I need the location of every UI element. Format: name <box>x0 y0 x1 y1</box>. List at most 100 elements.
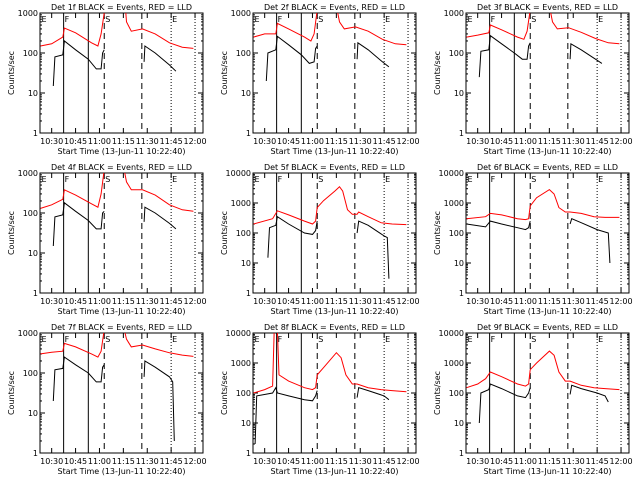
x-tick-label: 11:00 <box>514 457 537 466</box>
x-axis-label: Start Time (13-Jun-11 10:22:40) <box>58 467 186 476</box>
interval-letter: F <box>491 175 496 184</box>
x-tick-label: 10:30 <box>466 457 489 466</box>
events-series-line <box>265 35 390 82</box>
x-tick-label: 11:30 <box>349 137 372 146</box>
interval-letter: E <box>598 175 603 184</box>
panel-det-9: Det 9f BLACK = Events, RED = LLD 1 10 100 10… <box>433 323 633 476</box>
x-tick-label: 12:00 <box>397 297 420 306</box>
panel-title: Det 8f BLACK = Events, RED = LLD <box>264 323 405 332</box>
interval-letter: E <box>385 175 390 184</box>
x-tick-label: 10:30 <box>40 137 63 146</box>
y-tick-label: 10000 <box>226 169 251 178</box>
x-tick-label: 12:00 <box>397 137 420 146</box>
x-tick-label: 10:45 <box>277 297 300 306</box>
y-tick-label: 1000 <box>18 329 38 338</box>
y-tick-label: 1000 <box>231 199 251 208</box>
x-tick-label: 11:45 <box>586 297 609 306</box>
interval-letter: E <box>42 175 47 184</box>
interval-letter: E <box>468 15 473 24</box>
x-tick-label: 11:45 <box>373 457 396 466</box>
x-tick-label: 12:00 <box>184 137 207 146</box>
lld-series-line <box>466 350 620 391</box>
x-tick-label: 11:45 <box>160 137 183 146</box>
events-series-line <box>52 356 175 442</box>
interval-letter: S <box>318 335 323 344</box>
x-tick-label: 11:15 <box>325 137 348 146</box>
x-tick-label: 10:45 <box>490 297 513 306</box>
x-tick-label: 11:00 <box>514 297 537 306</box>
y-tick-label: 1000 <box>444 359 464 368</box>
x-tick-label: 11:30 <box>136 457 159 466</box>
y-axis-label: Counts/sec <box>433 211 442 255</box>
lld-series-line <box>40 173 194 212</box>
y-tick-label: 1 <box>33 449 38 458</box>
x-tick-label: 11:30 <box>349 457 372 466</box>
interval-letter: S <box>318 15 323 24</box>
interval-letter: F <box>278 335 283 344</box>
events-series-line <box>52 40 177 87</box>
interval-letter: S <box>318 175 323 184</box>
y-tick-label: 1 <box>459 129 464 138</box>
panel-title: Det 6f BLACK = Events, RED = LLD <box>477 163 618 172</box>
interval-letter: S <box>105 175 110 184</box>
interval-letter: E <box>255 15 260 24</box>
y-tick-label: 1 <box>459 289 464 298</box>
x-tick-label: 11:15 <box>325 297 348 306</box>
x-axis-label: Start Time (13-Jun-11 10:22:40) <box>58 147 186 156</box>
y-tick-label: 10 <box>241 419 251 428</box>
y-tick-label: 100 <box>236 49 251 58</box>
y-axis-label: Counts/sec <box>7 371 16 415</box>
x-tick-label: 11:15 <box>112 297 135 306</box>
x-axis-label: Start Time (13-Jun-11 10:22:40) <box>271 467 399 476</box>
x-tick-label: 11:00 <box>88 137 111 146</box>
y-tick-label: 10 <box>454 419 464 428</box>
interval-letter: E <box>255 335 260 344</box>
y-tick-label: 100 <box>449 49 464 58</box>
x-tick-label: 12:00 <box>397 457 420 466</box>
x-tick-label: 10:30 <box>466 137 489 146</box>
y-tick-label: 1000 <box>231 359 251 368</box>
x-tick-label: 11:15 <box>538 457 561 466</box>
x-tick-label: 10:30 <box>253 137 276 146</box>
y-tick-label: 1 <box>33 289 38 298</box>
x-tick-label: 10:30 <box>253 297 276 306</box>
y-tick-label: 100 <box>23 209 38 218</box>
panel-det-7: Det 7f BLACK = Events, RED = LLD 1 10 100 10… <box>7 323 207 476</box>
x-tick-label: 11:30 <box>562 457 585 466</box>
interval-letter: E <box>172 15 177 24</box>
interval-letter: F <box>491 15 496 24</box>
panel-title: Det 9f BLACK = Events, RED = LLD <box>477 323 618 332</box>
panel-det-3: Det 3f BLACK = Events, RED = LLD 1 10 100 10… <box>433 3 633 156</box>
x-tick-label: 11:30 <box>136 297 159 306</box>
interval-letter: E <box>385 335 390 344</box>
y-tick-label: 100 <box>236 229 251 238</box>
x-tick-label: 11:30 <box>136 137 159 146</box>
x-tick-label: 11:15 <box>325 457 348 466</box>
y-tick-label: 10000 <box>439 329 464 338</box>
lld-series-line <box>466 188 620 221</box>
x-axis-label: Start Time (13-Jun-11 10:22:40) <box>484 147 612 156</box>
y-tick-label: 1 <box>33 129 38 138</box>
y-tick-label: 10 <box>241 89 251 98</box>
lld-series-line <box>40 333 194 358</box>
x-tick-label: 10:45 <box>64 297 87 306</box>
x-tick-label: 10:45 <box>490 137 513 146</box>
x-tick-label: 10:30 <box>40 297 63 306</box>
interval-letter: E <box>255 175 260 184</box>
y-axis-label: Counts/sec <box>7 51 16 95</box>
x-tick-label: 11:30 <box>349 297 372 306</box>
x-axis-label: Start Time (13-Jun-11 10:22:40) <box>271 147 399 156</box>
plot-frame <box>39 172 204 294</box>
y-tick-label: 1000 <box>444 9 464 18</box>
panel-det-4: Det 4f BLACK = Events, RED = LLD 1 10 100 10… <box>7 163 207 316</box>
events-series-line <box>52 201 177 247</box>
x-tick-label: 12:00 <box>184 297 207 306</box>
y-tick-label: 100 <box>449 389 464 398</box>
interval-letter: E <box>172 175 177 184</box>
y-tick-label: 1 <box>246 289 251 298</box>
interval-letter: F <box>491 335 496 344</box>
plot-frame <box>39 332 204 454</box>
panel-title: Det 4f BLACK = Events, RED = LLD <box>51 163 192 172</box>
interval-letter: E <box>598 15 603 24</box>
y-tick-label: 1000 <box>231 9 251 18</box>
